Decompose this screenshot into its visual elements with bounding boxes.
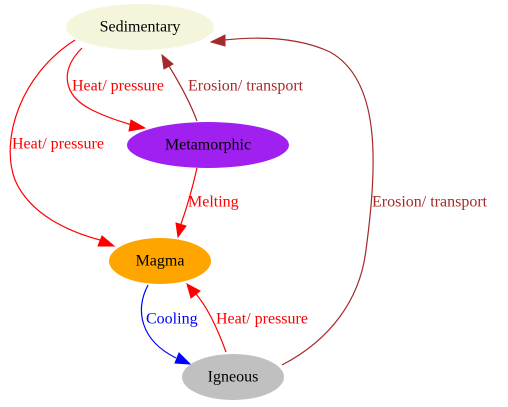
edge-label: Cooling — [146, 311, 198, 328]
node-magma: Magma — [109, 238, 211, 284]
edge-label: Heat/ pressure — [216, 311, 308, 328]
arrowhead — [161, 53, 174, 70]
edge-label: Erosion/ transport — [372, 194, 488, 211]
edge-igneous-to-magma: Heat/ pressure — [186, 282, 308, 353]
node-metamorphic: Metamorphic — [127, 122, 289, 168]
edge-line — [180, 167, 198, 225]
edge-line — [9, 39, 101, 241]
edge-label: Heat/ pressure — [12, 136, 104, 153]
edge-label: Melting — [188, 194, 239, 211]
node-label: Sedimentary — [100, 19, 181, 36]
edge-magma-to-igneous: Cooling — [140, 284, 198, 365]
edge-line — [195, 293, 227, 353]
node-label: Magma — [136, 253, 185, 270]
edge-label: Heat/ pressure — [72, 78, 164, 95]
arrowhead — [97, 235, 116, 247]
edge-line — [168, 65, 198, 122]
edge-metamorphic-to-sedimentary: Erosion/ transport — [161, 53, 304, 122]
edge-metamorphic-to-magma: Melting — [175, 167, 239, 239]
node-sedimentary: Sedimentary — [66, 4, 214, 50]
node-shape — [109, 238, 211, 284]
edge-label: Erosion/ transport — [188, 78, 304, 95]
edge-line — [223, 37, 374, 366]
edge-line — [140, 284, 177, 359]
node-shape — [66, 4, 214, 50]
node-igneous: Igneous — [182, 354, 284, 400]
arrowhead — [186, 282, 201, 299]
arrowhead — [174, 352, 192, 365]
edge-sedimentary-to-magma: Heat/ pressure — [9, 39, 116, 247]
arrowhead — [209, 34, 226, 47]
node-shape — [127, 122, 289, 168]
arrowhead — [175, 222, 187, 239]
edge-sedimentary-to-metamorphic: Heat/ pressure — [66, 47, 164, 132]
node-shape — [182, 354, 284, 400]
node-label: Metamorphic — [165, 137, 251, 154]
edge-igneous-to-sedimentary: Erosion/ transport — [209, 34, 488, 366]
arrowhead — [128, 119, 147, 132]
node-label: Igneous — [208, 369, 259, 386]
edge-line — [66, 47, 133, 126]
